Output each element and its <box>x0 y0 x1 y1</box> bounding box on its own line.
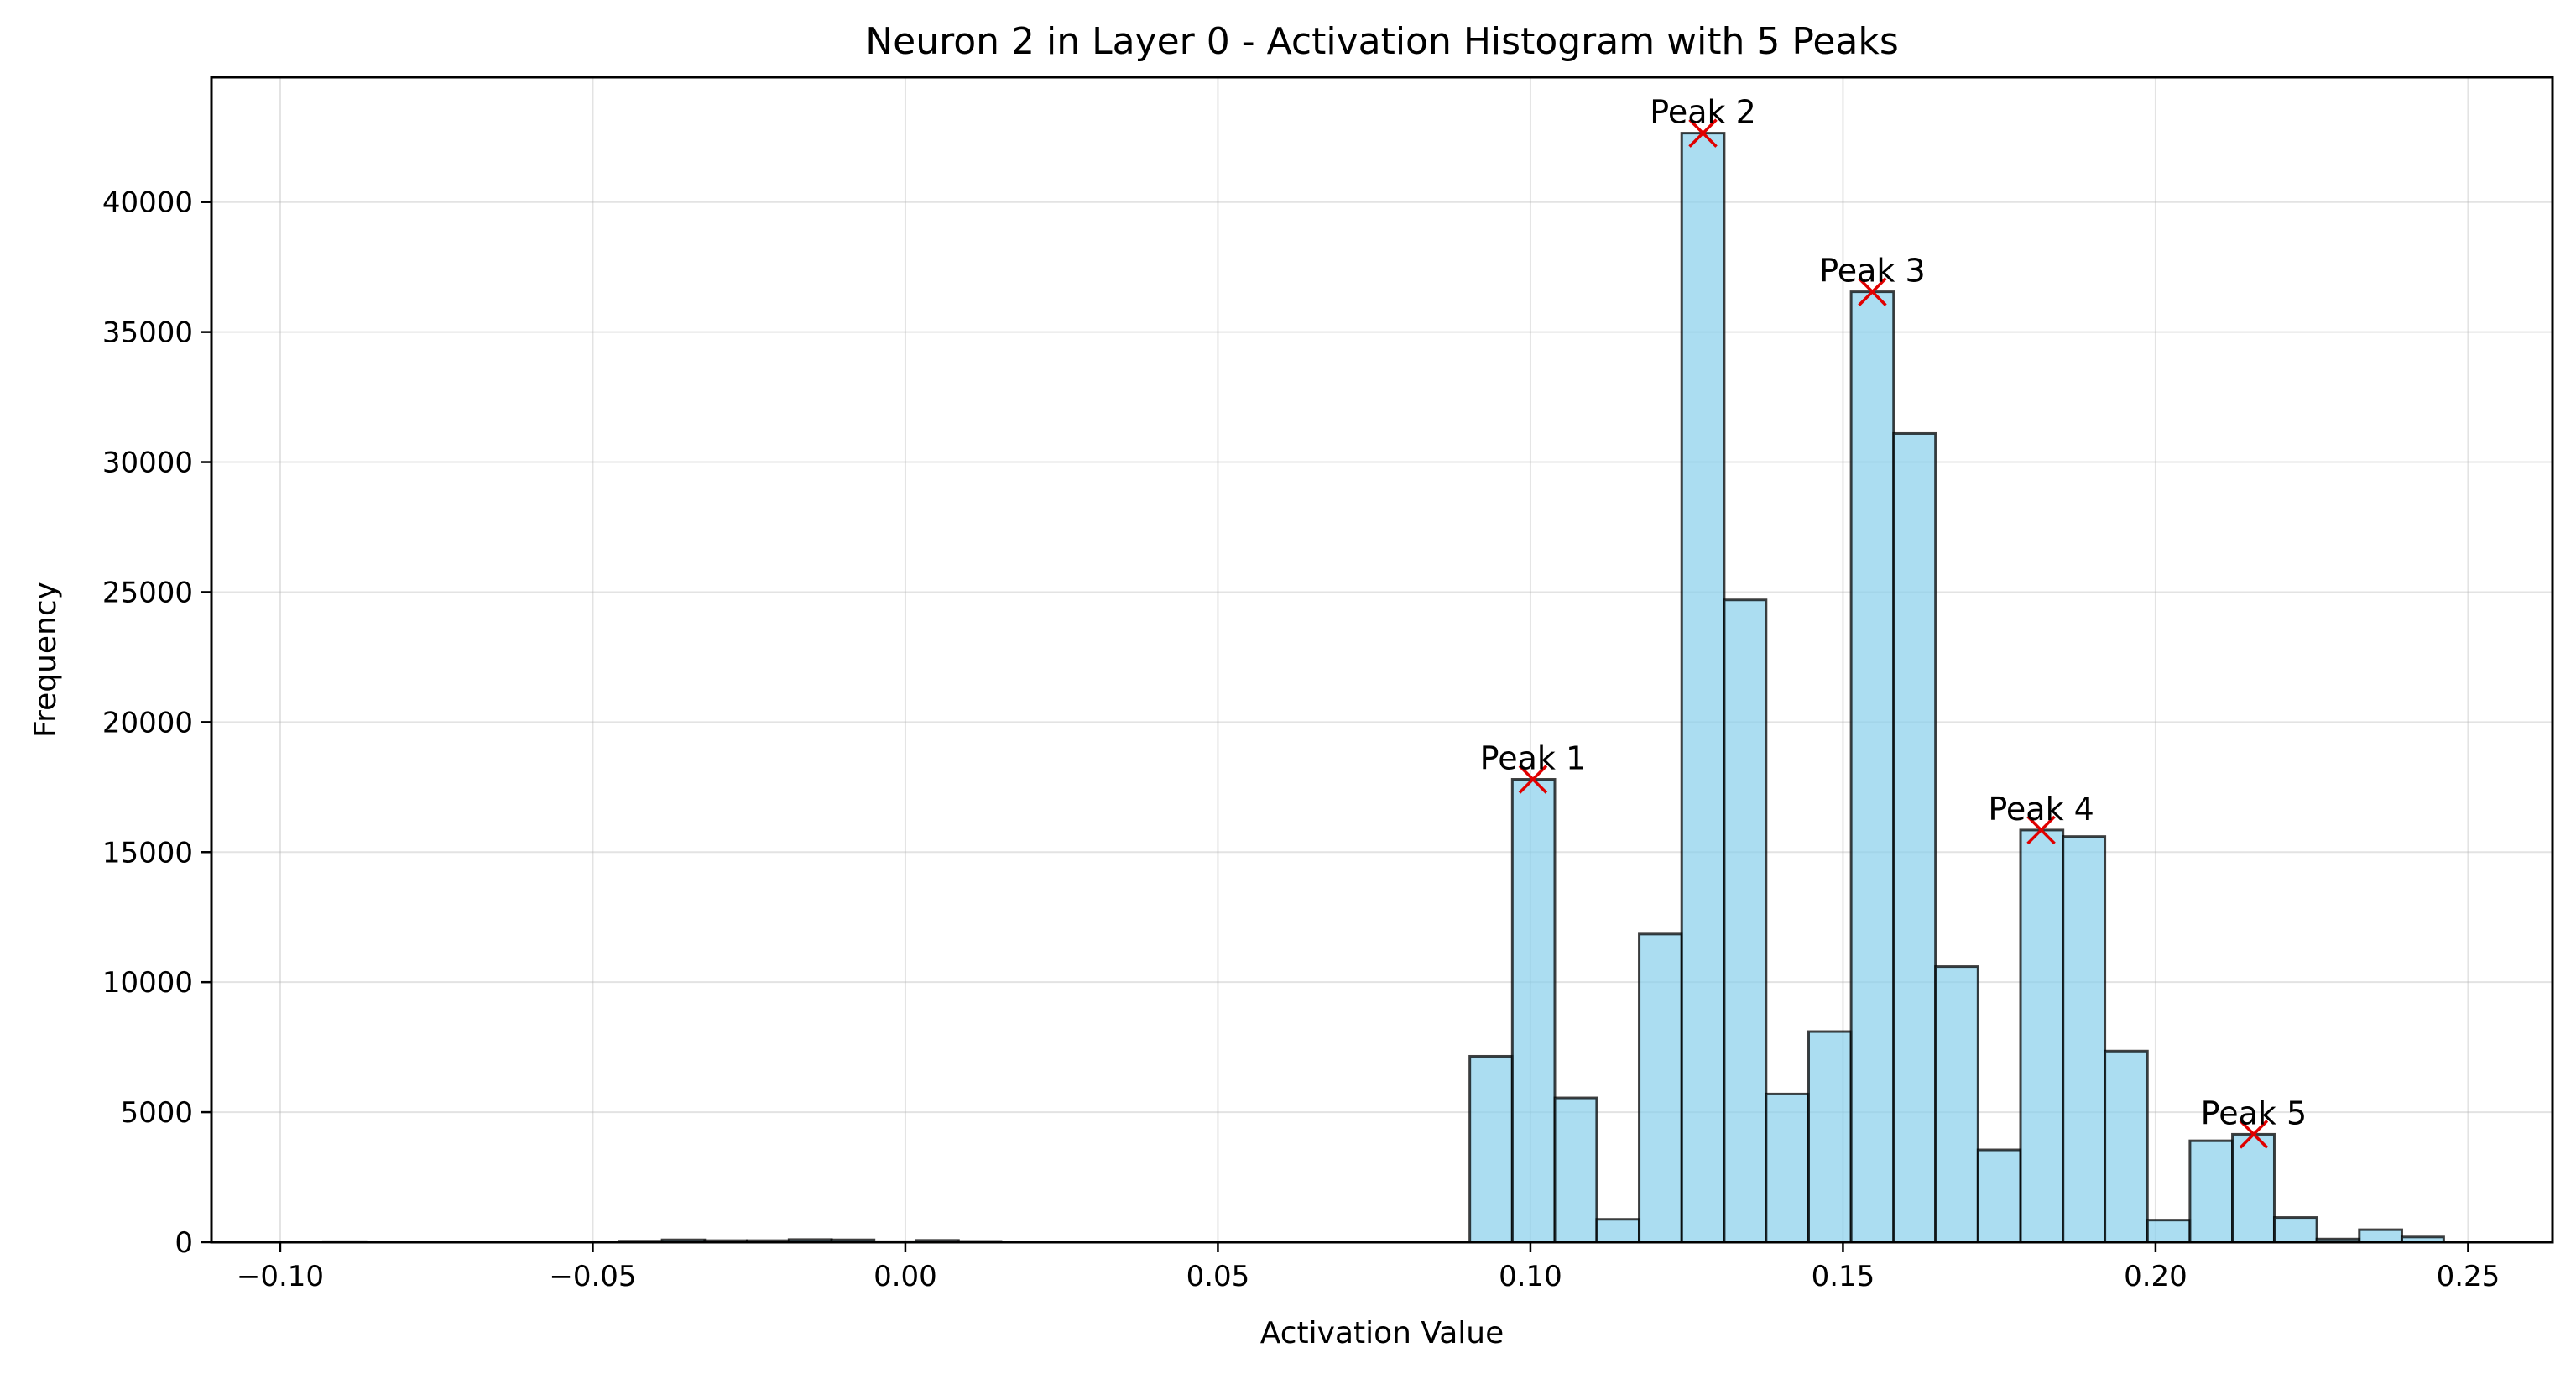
histogram-bar <box>1468 1054 1514 1244</box>
plot-frame <box>210 76 2554 1244</box>
peak-marker <box>2239 1120 2269 1149</box>
y-axis-label: Frequency <box>29 582 63 738</box>
histogram-bar <box>1892 431 1937 1244</box>
peak-x-stroke <box>1688 118 1718 148</box>
x-tick-label: 0.00 <box>873 1260 937 1293</box>
y-tick-label: 30000 <box>102 447 193 480</box>
peak-marker <box>2026 815 2056 845</box>
peak-marker <box>1688 118 1718 148</box>
x-axis-label: Activation Value <box>1260 1316 1504 1350</box>
histogram-bar <box>1849 290 1895 1244</box>
histogram-bar <box>2231 1132 2276 1244</box>
peak-label: Peak 1 <box>1480 740 1587 777</box>
histogram-bar <box>2188 1139 2234 1244</box>
histogram-bar <box>1807 1030 1853 1244</box>
peak-marker <box>1858 277 1887 306</box>
y-axis-ticks: 0 5000 10000 15000 20000 25000 30000 35000 40000 <box>102 186 211 1260</box>
y-tick-label: 10000 <box>102 966 193 1000</box>
histogram-bar <box>1680 132 1726 1244</box>
histogram-bar <box>2272 1216 2318 1244</box>
peak-markers: Peak 1 Peak 2 Peak 3 Peak 4 Peak 5 <box>1480 94 2307 1149</box>
histogram-bar <box>1934 965 1979 1244</box>
peak-label: Peak 3 <box>1819 253 1926 290</box>
x-tick-label: 0.15 <box>1812 1260 1875 1293</box>
histogram-bar <box>1638 932 1683 1244</box>
histogram-bar <box>1595 1218 1641 1244</box>
x-tick-label: −0.05 <box>549 1260 636 1293</box>
x-tick-label: 0.25 <box>2437 1260 2500 1293</box>
peak-marker <box>1518 765 1548 794</box>
y-tick-label: 15000 <box>102 836 193 870</box>
peak-x-stroke <box>1858 277 1887 306</box>
histogram-bar <box>2358 1228 2403 1244</box>
y-tick-label: 5000 <box>120 1096 193 1130</box>
peak-label: Peak 5 <box>2201 1094 2307 1131</box>
y-tick-label: 20000 <box>102 706 193 739</box>
x-tick-label: −0.10 <box>237 1260 324 1293</box>
chart-title: Neuron 2 in Layer 0 - Activation Histogr… <box>865 20 1899 63</box>
peak-label: Peak 2 <box>1650 94 1756 131</box>
y-tick-label: 40000 <box>102 186 193 220</box>
y-tick-label: 35000 <box>102 316 193 350</box>
x-tick-label: 0.10 <box>1499 1260 1562 1293</box>
histogram-bars <box>321 132 2445 1244</box>
histogram-bar <box>1976 1148 2022 1244</box>
y-tick-label: 25000 <box>102 576 193 609</box>
peak-x-stroke <box>1518 765 1548 794</box>
peak-x-stroke <box>2026 815 2056 845</box>
x-tick-label: 0.05 <box>1186 1260 1250 1293</box>
histogram-bar <box>1765 1092 1810 1244</box>
histogram-bar <box>2019 828 2065 1244</box>
histogram-bar <box>1553 1096 1598 1244</box>
histogram-bar <box>1510 778 1557 1244</box>
x-tick-label: 0.20 <box>2124 1260 2188 1293</box>
grid-lines <box>211 77 2553 1243</box>
histogram-bar <box>2104 1049 2149 1244</box>
histogram-bar <box>2062 835 2107 1244</box>
peak-x-stroke <box>2239 1120 2269 1149</box>
x-axis-ticks: −0.10 −0.05 0.00 0.05 0.10 0.15 0.20 0.25 <box>237 1242 2500 1293</box>
histogram-bar <box>2146 1219 2192 1244</box>
histogram-bar <box>1723 598 1768 1244</box>
peak-label: Peak 4 <box>1988 791 2094 828</box>
y-tick-label: 0 <box>175 1226 193 1260</box>
